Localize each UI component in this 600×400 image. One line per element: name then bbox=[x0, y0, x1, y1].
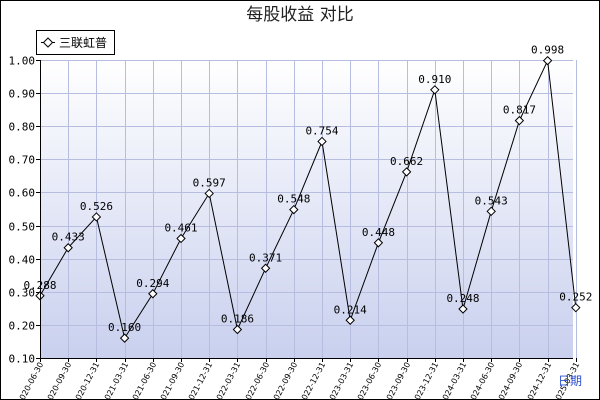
data-label: 0.461 bbox=[164, 221, 197, 234]
legend-label: 三联虹普 bbox=[59, 36, 107, 50]
plot-area bbox=[40, 60, 573, 358]
data-point-marker bbox=[317, 136, 327, 147]
x-unit-label: 日期 bbox=[558, 374, 582, 388]
data-label: 0.214 bbox=[334, 303, 367, 316]
data-label: 0.371 bbox=[249, 251, 282, 264]
y-tick-label: 0.20 bbox=[9, 320, 36, 333]
data-label: 0.597 bbox=[193, 176, 226, 189]
series-line-sanlian bbox=[39, 58, 577, 340]
data-point-marker bbox=[63, 243, 73, 253]
data-points bbox=[35, 55, 581, 343]
y-tick-label: 0.30 bbox=[9, 287, 36, 300]
data-label: 0.543 bbox=[475, 194, 508, 207]
data-point-marker bbox=[91, 212, 102, 222]
data-point-marker bbox=[401, 167, 412, 177]
data-point-marker bbox=[345, 315, 355, 325]
data-point-marker bbox=[119, 333, 130, 343]
data-point-marker bbox=[148, 289, 158, 299]
data-label: 0.998 bbox=[531, 44, 564, 57]
data-label: 0.526 bbox=[80, 200, 113, 213]
data-point-marker bbox=[542, 55, 553, 66]
y-tick-label: 0.10 bbox=[9, 353, 36, 366]
y-axis-ticks: 0.10 0.20 0.30 0.40 0.50 0.60 0.70 0.80 0.90 1.00 bbox=[9, 55, 40, 366]
legend-diamond-icon bbox=[42, 37, 54, 48]
chart-title: 每股收益 对比 bbox=[246, 5, 353, 25]
data-label: 0.248 bbox=[446, 292, 479, 305]
data-label: 0.160 bbox=[108, 321, 141, 334]
data-label: 0.754 bbox=[305, 124, 338, 137]
y-tick-label: 0.90 bbox=[9, 88, 36, 101]
data-label: 0.548 bbox=[277, 193, 310, 206]
data-label: 0.817 bbox=[503, 104, 536, 117]
data-point-marker bbox=[176, 233, 186, 244]
data-label: 0.252 bbox=[559, 291, 592, 304]
y-tick-label: 1.00 bbox=[9, 55, 36, 68]
y-tick-label: 0.50 bbox=[9, 221, 36, 234]
data-point-marker bbox=[430, 85, 440, 95]
data-point-marker bbox=[514, 115, 525, 126]
y-tick-label: 0.80 bbox=[9, 121, 36, 134]
data-point-marker bbox=[571, 302, 581, 313]
y-tick-label: 0.60 bbox=[9, 187, 36, 200]
data-point-marker bbox=[458, 304, 468, 314]
data-point-marker bbox=[204, 188, 214, 199]
data-label: 0.294 bbox=[136, 277, 169, 290]
data-point-marker bbox=[289, 204, 299, 215]
data-point-marker bbox=[232, 324, 243, 335]
data-label: 0.448 bbox=[362, 226, 395, 239]
y-tick-label: 0.40 bbox=[9, 254, 36, 267]
legend: 三联虹普 bbox=[36, 30, 115, 55]
data-point-marker bbox=[486, 206, 496, 217]
y-tick-label: 0.70 bbox=[9, 154, 36, 167]
data-label: 0.433 bbox=[52, 231, 85, 244]
data-label: 0.910 bbox=[418, 73, 451, 86]
data-point-marker bbox=[260, 263, 271, 273]
data-label: 0.186 bbox=[221, 313, 254, 326]
data-point-marker bbox=[373, 238, 384, 248]
data-label: 0.662 bbox=[390, 155, 423, 168]
